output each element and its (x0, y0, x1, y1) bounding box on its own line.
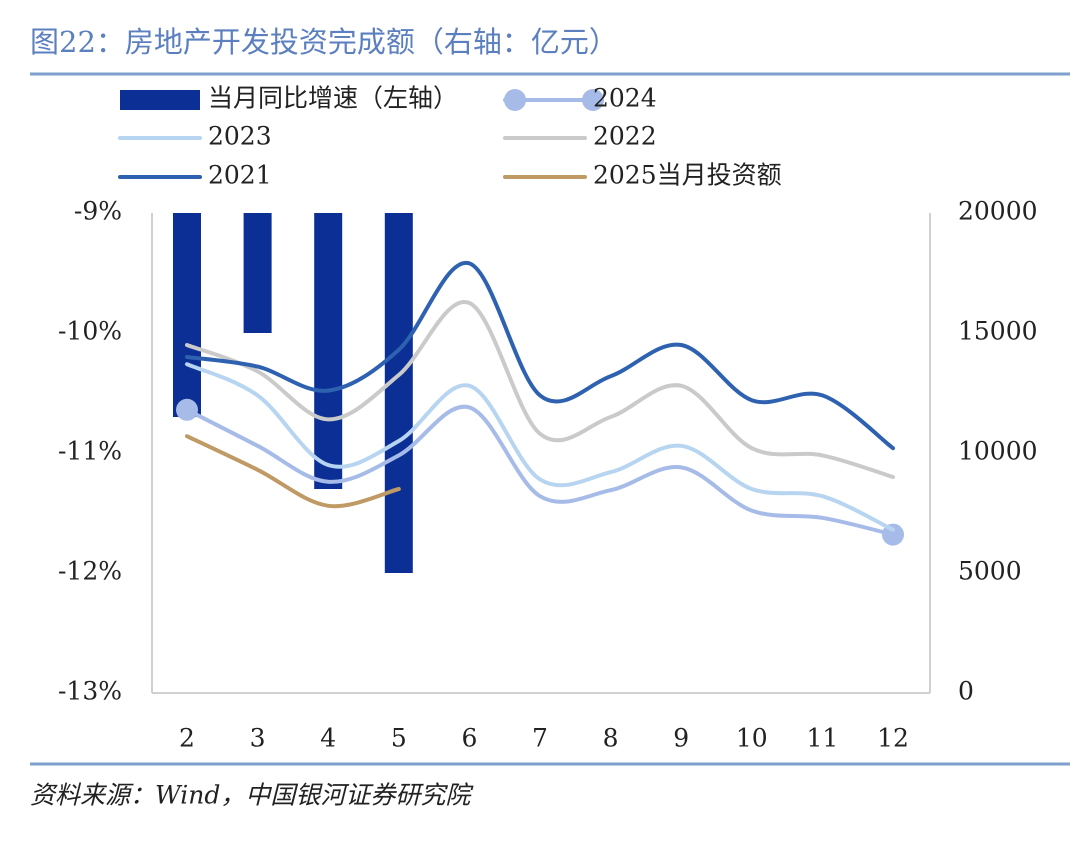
line-series (185, 434, 401, 509)
x-tick-label: 11 (806, 724, 838, 753)
x-tick-label: 2 (179, 724, 195, 753)
y-tick-label: -10% (58, 317, 122, 346)
line-series (185, 404, 895, 537)
bar (173, 213, 201, 417)
x-tick-label: 10 (736, 724, 768, 753)
line-series (185, 362, 895, 532)
y2-tick-label: 10000 (958, 437, 1038, 466)
x-tick-label: 4 (320, 724, 336, 753)
y2-tick-label: 20000 (958, 197, 1038, 226)
legend-label: 2023 (208, 122, 272, 151)
x-tick-label: 5 (391, 724, 407, 753)
y-tick-label: -9% (74, 197, 122, 226)
legend-label: 2021 (208, 161, 272, 190)
bar (243, 213, 272, 333)
legend-label: 2024 (593, 84, 657, 113)
bar (314, 213, 343, 489)
x-tick-label: 6 (461, 724, 477, 753)
y-tick-label: -13% (58, 677, 122, 706)
point-marker (176, 398, 198, 421)
legend-swatch (120, 90, 200, 110)
chart-title: 图22：房地产开发投资完成额（右轴：亿元） (30, 25, 618, 59)
source: 资料来源：Wind，中国银河证券研究院 (30, 781, 474, 810)
legend-label: 2022 (593, 122, 657, 151)
line-series (185, 261, 895, 451)
legend-label: 当月同比增速（左轴） (208, 84, 458, 113)
y2-tick-label: 15000 (958, 317, 1038, 346)
y2-tick-label: 5000 (958, 557, 1022, 586)
x-tick-label: 9 (673, 724, 689, 753)
legend-marker (504, 89, 526, 111)
x-tick-label: 3 (250, 724, 266, 753)
bar (384, 213, 413, 573)
x-tick-label: 8 (603, 724, 619, 753)
y-tick-label: -12% (58, 557, 122, 586)
y-tick-label: -11% (58, 437, 122, 466)
line-series (185, 300, 895, 479)
x-tick-label: 12 (877, 724, 909, 753)
legend-marker (582, 89, 604, 111)
y2-tick-label: 0 (958, 677, 974, 706)
legend-label: 2025当月投资额 (593, 161, 782, 190)
x-tick-label: 7 (532, 724, 548, 753)
